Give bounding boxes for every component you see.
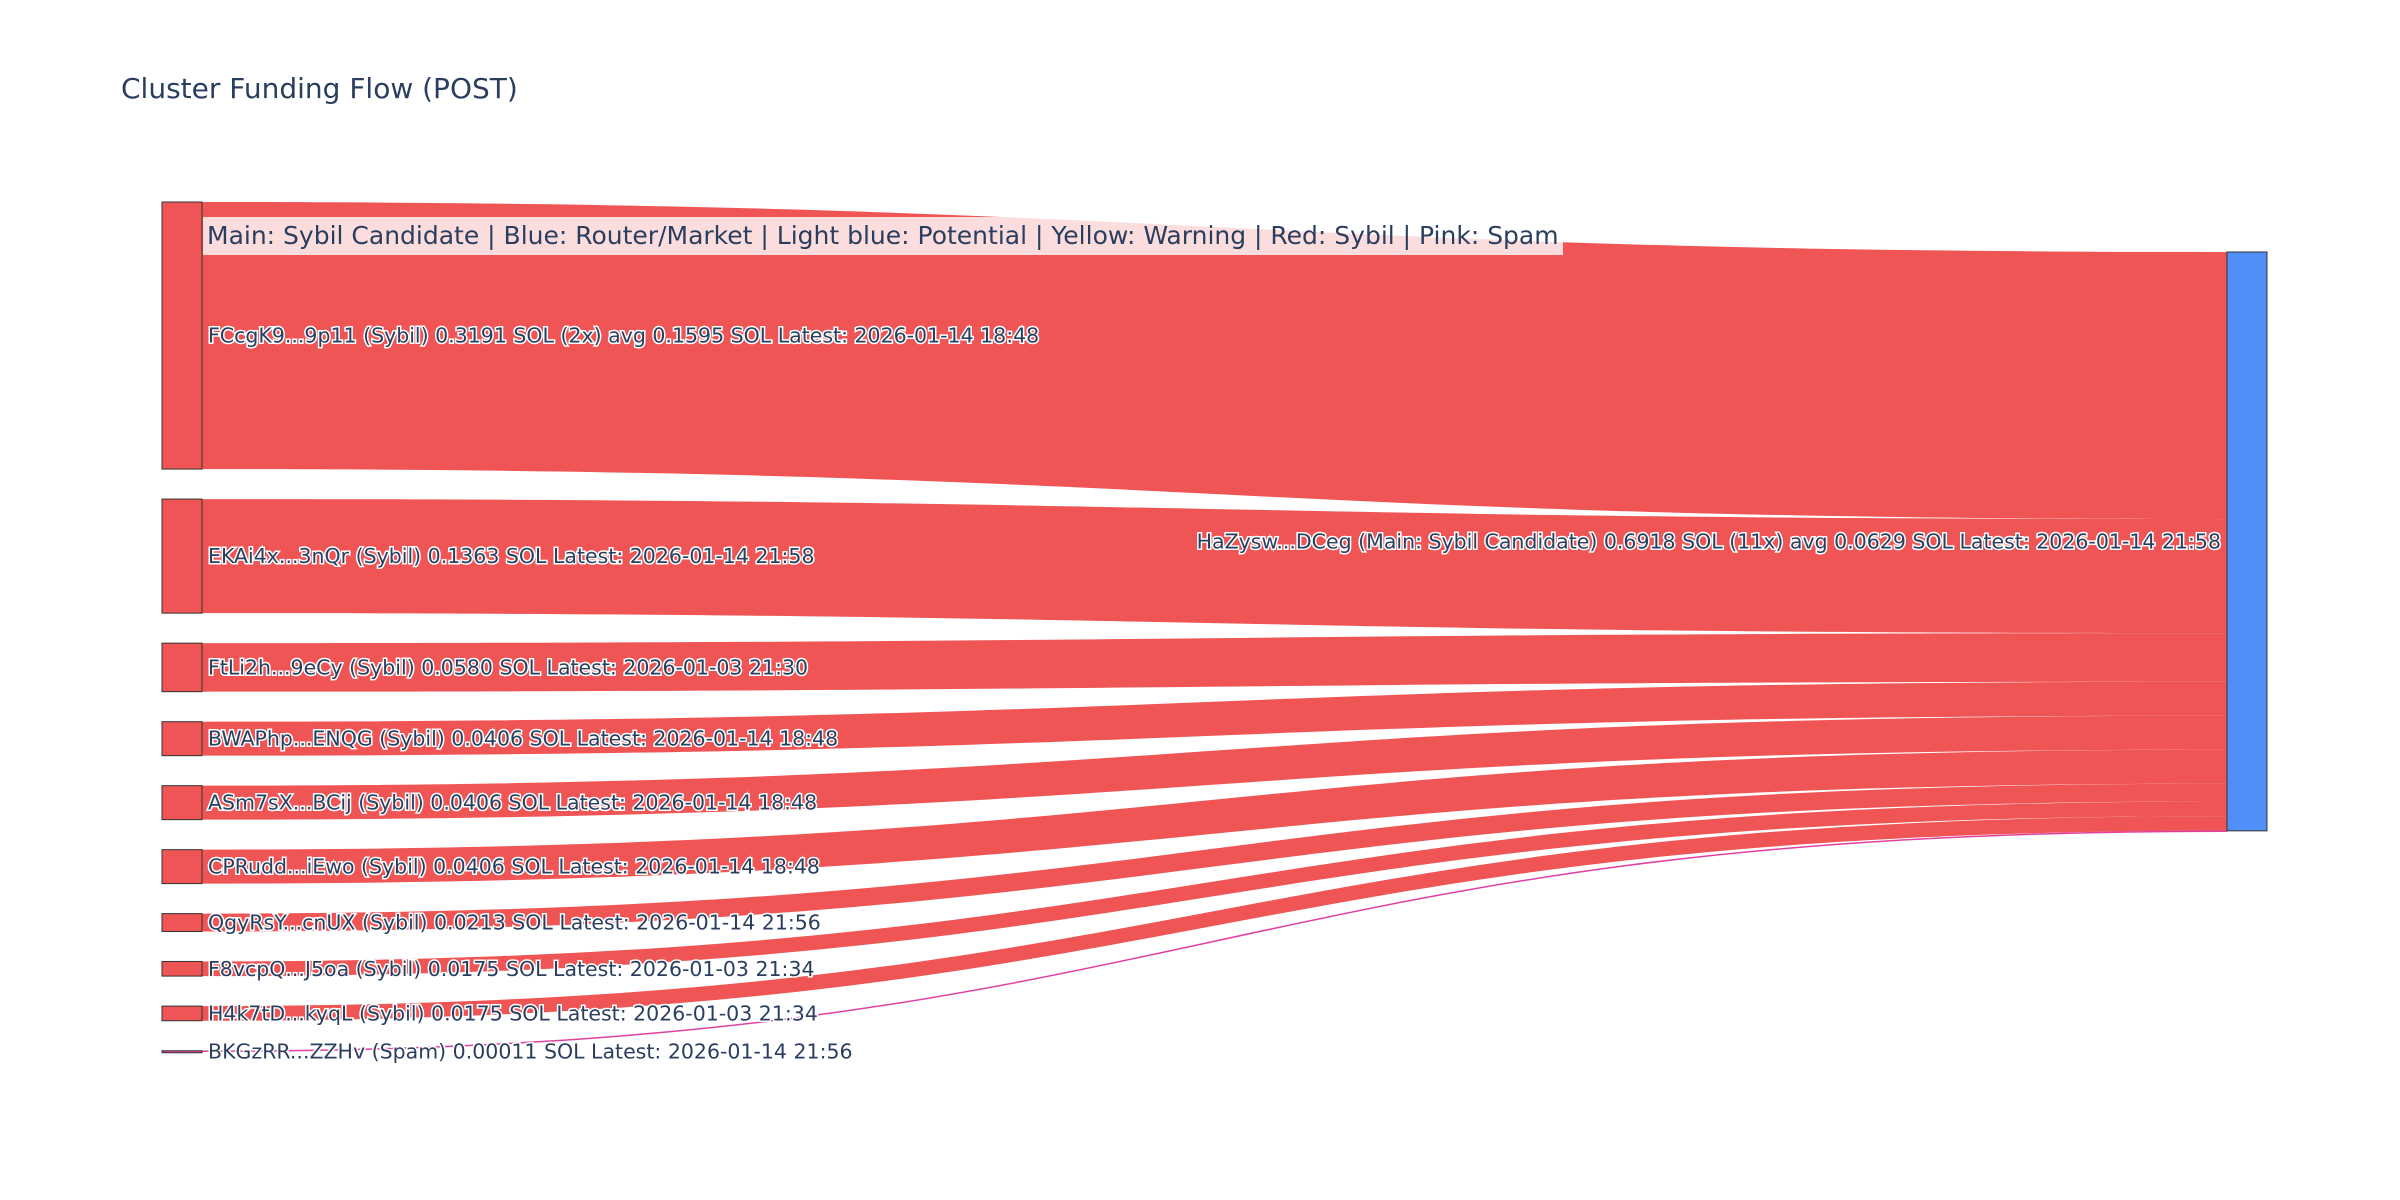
source-label-3: FtLi2h...9eCy (Sybil) 0.0580 SOL Latest:… [208,655,808,679]
flow-link-1 [202,202,2227,520]
flow-link-8 [202,801,2227,977]
flow-link-4 [202,681,2227,756]
source-node-1[interactable] [161,201,203,470]
source-node-5[interactable] [161,785,203,821]
source-label-5: ASm7sX...BCij (Sybil) 0.0406 SOL Latest:… [208,791,817,815]
source-label-8: F8vcpQ...J5oa (Sybil) 0.0175 SOL Latest:… [208,957,815,981]
sankey-nodes [161,201,2268,1054]
target-node-main[interactable] [2226,251,2268,832]
source-node-7[interactable] [161,913,203,932]
chart-title: Cluster Funding Flow (POST) [121,72,518,105]
flow-link-5 [202,715,2227,820]
flow-link-2 [202,499,2227,634]
source-label-4: BWAPhp...ENQG (Sybil) 0.0406 SOL Latest:… [208,727,838,751]
flow-link-10 [201,830,2228,1052]
source-label-6: CPRudd...iEwo (Sybil) 0.0406 SOL Latest:… [208,855,820,879]
source-node-10[interactable] [161,1050,203,1054]
legend-note: Main: Sybil Candidate | Blue: Router/Mar… [203,217,1563,255]
flow-link-6 [202,749,2227,884]
sankey-links [201,202,2228,1052]
target-label-main: HaZysw...DCeg (Main: Sybil Candidate) 0.… [1197,529,2221,553]
source-node-3[interactable] [161,642,203,693]
source-node-6[interactable] [161,849,203,885]
source-label-10: BKGzRR...ZZHv (Spam) 0.00011 SOL Latest:… [208,1040,853,1064]
source-label-9: H4k7tD...kyqL (Sybil) 0.0175 SOL Latest:… [208,1001,818,1025]
flow-link-7 [202,783,2227,932]
source-label-7: QgyRsY...cnUX (Sybil) 0.0213 SOL Latest:… [208,911,821,935]
source-node-9[interactable] [161,1005,203,1022]
source-label-1: FCcgK9...9p11 (Sybil) 0.3191 SOL (2x) av… [208,324,1039,348]
sankey-labels: FCcgK9...9p11 (Sybil) 0.3191 SOL (2x) av… [207,322,2223,1065]
flow-link-3 [202,633,2227,692]
source-label-2: EKAi4x...3nQr (Sybil) 0.1363 SOL Latest:… [208,544,815,568]
source-node-8[interactable] [161,960,203,977]
flow-link-9 [202,816,2227,1021]
source-node-4[interactable] [161,721,203,757]
source-node-2[interactable] [161,498,203,614]
